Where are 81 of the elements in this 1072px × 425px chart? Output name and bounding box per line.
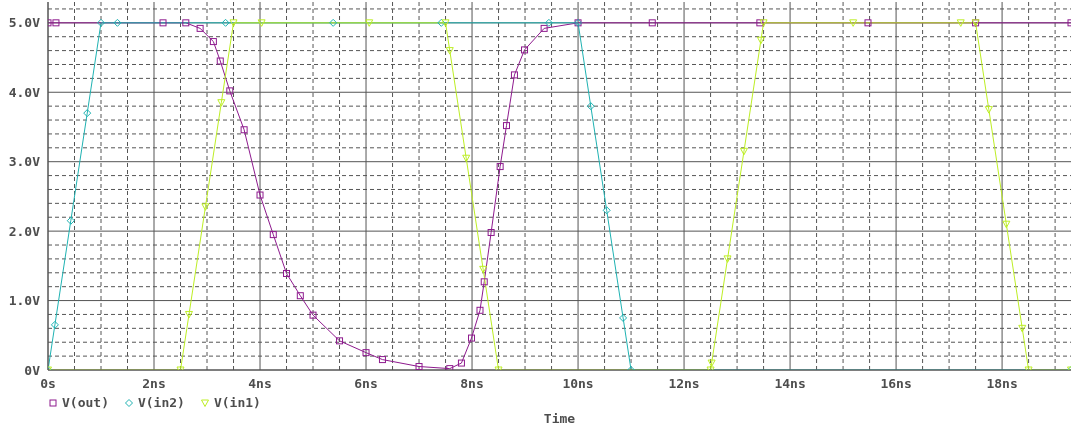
y-tick-label: 5.0V bbox=[8, 15, 41, 31]
x-tick-label: 12ns bbox=[668, 376, 700, 392]
point bbox=[296, 292, 304, 300]
point bbox=[503, 122, 510, 130]
y-tick-label: 0V bbox=[24, 362, 41, 378]
point bbox=[378, 356, 386, 364]
point bbox=[83, 109, 92, 118]
point bbox=[336, 337, 344, 345]
point bbox=[201, 203, 210, 211]
point bbox=[362, 349, 370, 357]
point bbox=[221, 18, 230, 27]
y-tick-label: 1.0V bbox=[8, 293, 41, 309]
point bbox=[707, 359, 716, 368]
point bbox=[540, 24, 548, 32]
point bbox=[756, 19, 764, 27]
x-tick-label: 4ns bbox=[248, 376, 272, 392]
x-tick-label: 14ns bbox=[774, 376, 806, 392]
point bbox=[97, 18, 106, 27]
x-tick-label: 8ns bbox=[460, 376, 484, 392]
point bbox=[739, 147, 748, 156]
x-tick-label: 18ns bbox=[986, 376, 1018, 392]
x-tick-label: 6ns bbox=[354, 376, 378, 392]
point bbox=[864, 19, 872, 27]
point bbox=[759, 19, 768, 27]
point bbox=[256, 191, 264, 199]
point bbox=[619, 313, 628, 322]
x-tick-label: 0s bbox=[40, 376, 56, 392]
point bbox=[52, 19, 60, 27]
point bbox=[487, 229, 495, 237]
x-tick-label: 16ns bbox=[880, 376, 912, 392]
point bbox=[586, 102, 595, 111]
point bbox=[216, 57, 224, 65]
point bbox=[510, 71, 518, 79]
point bbox=[479, 265, 488, 274]
point bbox=[229, 19, 238, 27]
y-tick-label: 2.0V bbox=[8, 223, 41, 239]
point bbox=[956, 19, 965, 27]
point bbox=[445, 47, 454, 55]
point bbox=[480, 278, 488, 286]
x-axis-title: Time bbox=[543, 411, 576, 425]
y-tick-label: 3.0V bbox=[8, 154, 41, 170]
point bbox=[240, 126, 248, 134]
point bbox=[269, 231, 277, 239]
point bbox=[457, 359, 465, 367]
point bbox=[602, 206, 611, 215]
point bbox=[756, 36, 765, 45]
point bbox=[544, 18, 553, 27]
point bbox=[437, 18, 446, 27]
point bbox=[329, 18, 338, 27]
point bbox=[521, 46, 529, 54]
point bbox=[1018, 324, 1027, 333]
x-tick-label: 2ns bbox=[142, 376, 166, 392]
point bbox=[476, 306, 484, 314]
legend-label: V(in2) bbox=[137, 395, 185, 411]
point bbox=[257, 19, 266, 27]
point bbox=[309, 311, 317, 319]
x-tick-label: 10ns bbox=[562, 376, 594, 392]
point bbox=[496, 163, 504, 171]
point bbox=[182, 19, 190, 27]
point bbox=[50, 320, 59, 329]
legend-label: V(in1) bbox=[213, 395, 261, 411]
point bbox=[849, 19, 858, 27]
point bbox=[723, 255, 732, 263]
point bbox=[1002, 220, 1011, 229]
point bbox=[365, 19, 374, 27]
point bbox=[196, 24, 204, 32]
y-tick-label: 4.0V bbox=[8, 84, 41, 100]
point bbox=[209, 38, 217, 46]
legend-label: V(out) bbox=[62, 395, 109, 411]
point bbox=[441, 19, 450, 27]
point bbox=[184, 310, 193, 319]
point bbox=[415, 363, 423, 370]
point bbox=[226, 87, 234, 95]
point bbox=[984, 106, 993, 114]
point bbox=[159, 19, 167, 27]
point bbox=[468, 334, 476, 342]
point bbox=[66, 216, 75, 225]
point bbox=[648, 19, 656, 27]
point bbox=[113, 18, 122, 27]
point bbox=[462, 154, 471, 163]
point bbox=[217, 99, 226, 107]
